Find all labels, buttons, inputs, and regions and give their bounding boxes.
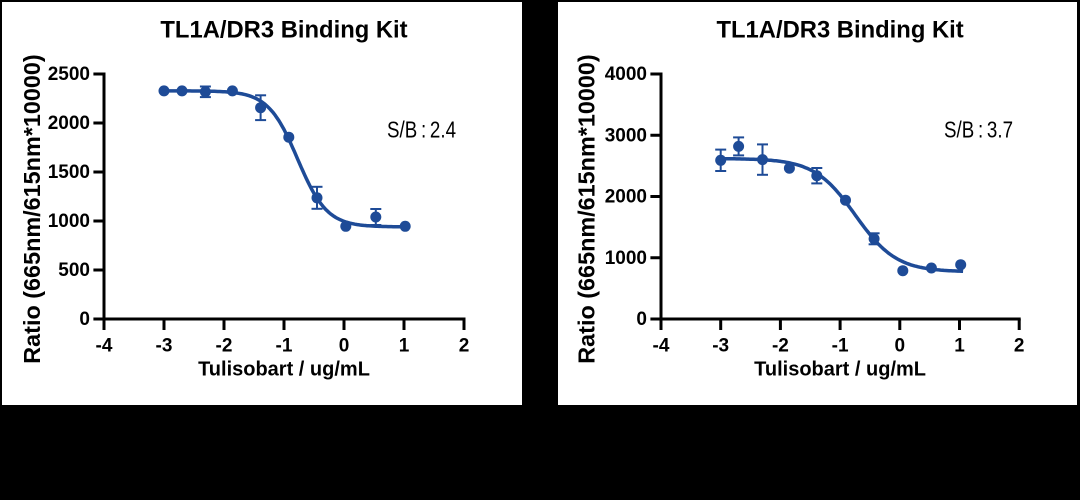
- svg-text:0: 0: [339, 336, 350, 357]
- svg-text:-2: -2: [216, 336, 233, 357]
- svg-text:4000: 4000: [605, 64, 647, 85]
- svg-text:Ratio (665nm/615nm*10000): Ratio (665nm/615nm*10000): [574, 54, 600, 363]
- svg-text:Tulisobart / ug/mL: Tulisobart / ug/mL: [754, 359, 926, 381]
- svg-text:-3: -3: [156, 336, 173, 357]
- svg-text:2000: 2000: [48, 113, 90, 134]
- svg-text:0: 0: [79, 309, 90, 330]
- svg-text:S/B : 3.7: S/B : 3.7: [944, 117, 1013, 143]
- svg-text:S/B : 2.4: S/B : 2.4: [387, 117, 456, 143]
- svg-text:1: 1: [399, 336, 410, 357]
- svg-text:Ratio (665nm/615nm*10000): Ratio (665nm/615nm*10000): [19, 54, 45, 363]
- svg-text:TL1A/DR3 Binding Kit: TL1A/DR3 Binding Kit: [716, 17, 963, 44]
- svg-text:2: 2: [459, 336, 470, 357]
- svg-text:1500: 1500: [48, 162, 90, 183]
- svg-text:500: 500: [58, 260, 90, 281]
- svg-text:1: 1: [954, 336, 965, 357]
- svg-text:0: 0: [636, 309, 647, 330]
- svg-text:1000: 1000: [48, 211, 90, 232]
- svg-text:-1: -1: [276, 336, 293, 357]
- svg-text:2000: 2000: [605, 187, 647, 208]
- svg-text:3000: 3000: [605, 125, 647, 146]
- svg-text:-2: -2: [772, 336, 789, 357]
- svg-text:1000: 1000: [605, 248, 647, 269]
- svg-text:2: 2: [1014, 336, 1025, 357]
- svg-text:-3: -3: [712, 336, 729, 357]
- svg-text:-4: -4: [96, 336, 113, 357]
- svg-text:-1: -1: [832, 336, 849, 357]
- svg-text:TL1A/DR3 Binding Kit: TL1A/DR3 Binding Kit: [160, 17, 407, 44]
- svg-text:0: 0: [895, 336, 906, 357]
- svg-text:2500: 2500: [48, 64, 90, 85]
- svg-text:-4: -4: [653, 336, 670, 357]
- svg-text:Tulisobart / ug/mL: Tulisobart / ug/mL: [198, 359, 370, 381]
